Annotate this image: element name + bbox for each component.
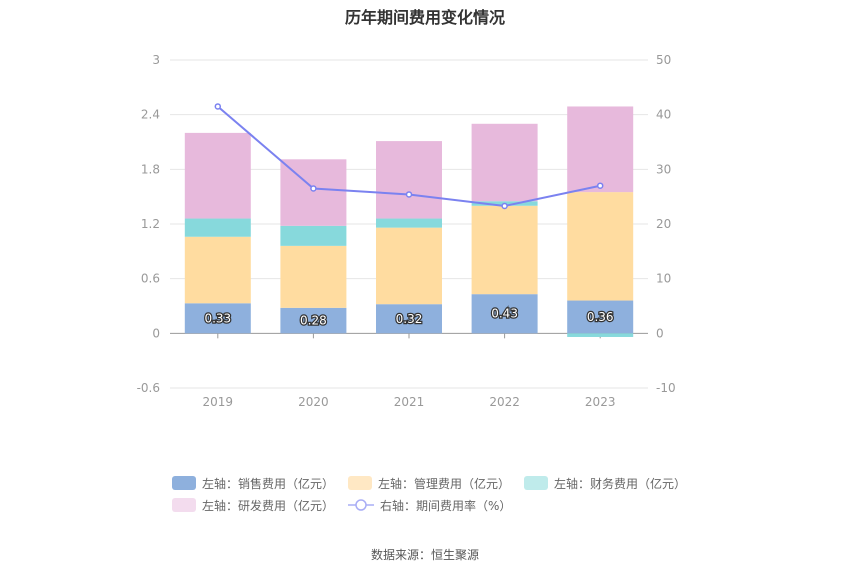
bar-segment-0 bbox=[567, 300, 634, 334]
bar-segment-2 bbox=[567, 333, 634, 337]
expense-rate-point bbox=[214, 103, 222, 110]
expense-rate-point bbox=[310, 185, 317, 192]
legend-label-admin: 左轴：管理费用（亿元） bbox=[378, 476, 511, 491]
legend-label-rd: 左轴：研发费用（亿元） bbox=[202, 498, 335, 513]
right-axis-tick-label: 10 bbox=[656, 272, 671, 286]
legend-label-sales: 左轴：销售费用（亿元） bbox=[202, 476, 335, 491]
bar-segment-3 bbox=[567, 106, 634, 193]
right-axis-tick-label: 50 bbox=[656, 53, 671, 67]
legend: 左轴：销售费用（亿元） 左轴：管理费用（亿元） 左轴：财务费用（亿元） 左轴：研… bbox=[172, 472, 732, 516]
bar-segment-1 bbox=[184, 236, 251, 304]
bar-segment-0 bbox=[471, 294, 538, 334]
x-axis-tick-label: 2021 bbox=[394, 395, 425, 409]
right-axis-tick-label: 30 bbox=[656, 162, 671, 176]
legend-label-finance: 左轴：财务费用（亿元） bbox=[554, 476, 687, 491]
data-label: 0.32 bbox=[396, 312, 423, 326]
bar-segment-3 bbox=[184, 132, 251, 219]
left-axis-tick-label: 0 bbox=[152, 326, 160, 340]
bar-segment-0 bbox=[280, 307, 347, 334]
data-label: 0.28 bbox=[300, 314, 327, 328]
legend-item-sales[interactable]: 左轴：销售费用（亿元） bbox=[172, 475, 334, 492]
x-axis-tick-label: 2020 bbox=[298, 395, 329, 409]
legend-label-expense-rate: 右轴：期间费用率（%） bbox=[380, 498, 512, 513]
data-label: 0.36 bbox=[587, 310, 614, 324]
bar-segment-0 bbox=[376, 304, 442, 334]
data-source: 数据来源：恒生聚源 bbox=[370, 548, 479, 562]
legend-swatch-finance bbox=[524, 476, 549, 490]
legend-line-marker-icon bbox=[348, 499, 375, 511]
bar-segment-3 bbox=[471, 123, 538, 202]
left-axis-tick-label: 1.8 bbox=[141, 162, 160, 176]
chart-plot: 3 2.4 1.8 1.2 0.6 0 -0.6 50 40 30 20 10 0 -10 2019 0.33… bbox=[137, 53, 676, 409]
data-label: 0.43 bbox=[491, 307, 518, 321]
legend-swatch-rd bbox=[172, 498, 196, 512]
left-axis-tick-label: 2.4 bbox=[141, 108, 160, 122]
left-axis-tick-label: -0.6 bbox=[137, 381, 160, 395]
bar-segment-1 bbox=[376, 227, 442, 305]
right-axis-tick-label: -10 bbox=[656, 381, 676, 395]
expense-rate-point bbox=[501, 202, 508, 210]
x-axis-tick-label: 2023 bbox=[585, 395, 616, 409]
left-axis-tick-label: 1.2 bbox=[141, 217, 160, 231]
bar-segment-2 bbox=[280, 225, 347, 246]
bar-segment-2 bbox=[376, 218, 442, 228]
bar-segment-1 bbox=[567, 192, 634, 301]
data-label: 0.33 bbox=[204, 311, 231, 325]
bar-segment-0 bbox=[184, 303, 251, 334]
left-axis-tick-label: 0.6 bbox=[141, 272, 160, 286]
legend-item-rd[interactable]: 左轴：研发费用（亿元） bbox=[172, 497, 334, 514]
x-axis-tick-label: 2019 bbox=[203, 395, 234, 409]
right-axis-tick-label: 0 bbox=[656, 326, 664, 340]
bar-segment-3 bbox=[376, 141, 442, 219]
x-axis-tick-label: 2022 bbox=[489, 395, 520, 409]
expense-rate-point bbox=[596, 182, 604, 189]
expense-rate-point bbox=[405, 191, 413, 198]
chart-title: 历年期间费用变化情况 bbox=[344, 8, 505, 27]
legend-item-expense-rate[interactable]: 右轴：期间费用率（%） bbox=[348, 497, 511, 514]
legend-swatch-admin bbox=[348, 476, 373, 490]
legend-item-finance[interactable]: 左轴：财务费用（亿元） bbox=[524, 475, 686, 492]
right-axis-tick-label: 20 bbox=[656, 217, 671, 231]
legend-swatch-sales bbox=[172, 476, 196, 490]
bar-segment-1 bbox=[280, 245, 347, 308]
bar-segment-1 bbox=[471, 205, 538, 295]
left-axis-tick-label: 3 bbox=[152, 53, 160, 67]
right-axis-tick-label: 40 bbox=[656, 108, 671, 122]
bar-segment-2 bbox=[184, 218, 251, 237]
legend-item-admin[interactable]: 左轴：管理费用（亿元） bbox=[348, 475, 510, 492]
